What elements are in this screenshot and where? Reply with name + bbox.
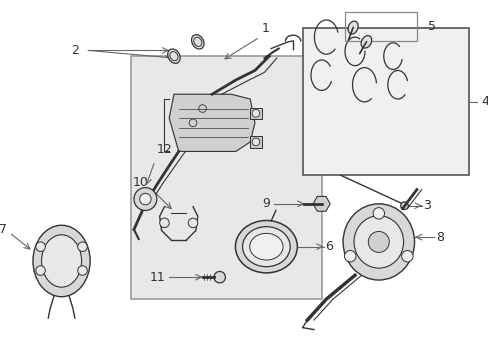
Ellipse shape [41,235,81,287]
Text: 1: 1 [261,22,269,35]
Circle shape [372,208,384,219]
Text: 12: 12 [157,143,172,156]
Ellipse shape [353,216,403,268]
Text: 6: 6 [325,240,333,253]
Ellipse shape [367,231,388,252]
Ellipse shape [235,220,297,273]
Text: 10: 10 [132,176,148,189]
Ellipse shape [214,271,225,283]
Polygon shape [169,94,254,152]
Text: 7: 7 [0,223,7,236]
Circle shape [134,188,157,211]
Bar [250,108,261,119]
Text: 3: 3 [423,199,430,212]
Circle shape [36,242,45,251]
Circle shape [188,218,197,228]
Ellipse shape [191,35,203,49]
Circle shape [78,242,87,251]
Text: 5: 5 [427,20,435,33]
Text: 11: 11 [150,271,165,284]
Ellipse shape [360,36,371,48]
Ellipse shape [343,204,414,280]
Text: 2: 2 [71,44,79,57]
Text: 4: 4 [481,95,488,108]
Ellipse shape [33,225,90,297]
Circle shape [36,266,45,275]
Circle shape [344,251,355,262]
Text: 9: 9 [262,197,270,210]
Bar [131,56,321,299]
Bar [345,12,416,41]
Ellipse shape [249,233,283,260]
Circle shape [252,109,259,117]
Circle shape [401,251,412,262]
Ellipse shape [400,202,407,210]
Ellipse shape [167,49,180,63]
Ellipse shape [242,227,289,267]
Circle shape [140,193,151,205]
Text: 8: 8 [435,231,443,244]
Circle shape [78,266,87,275]
Circle shape [252,138,259,146]
Bar [250,136,261,148]
Bar [302,28,468,175]
Circle shape [160,218,169,228]
Ellipse shape [347,21,357,34]
